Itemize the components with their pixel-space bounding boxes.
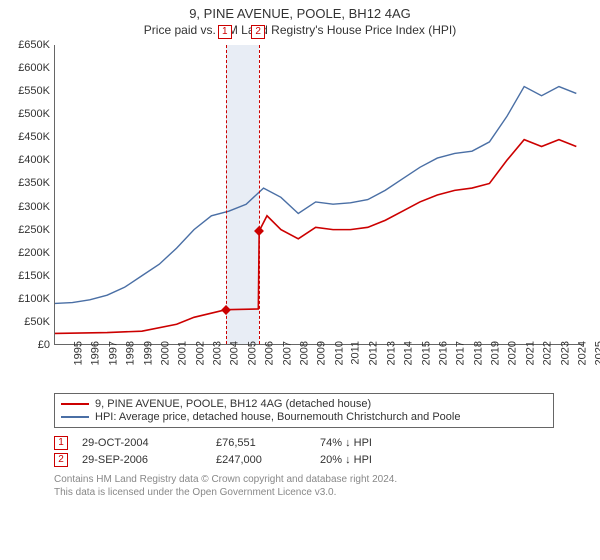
x-axis-label: 2001 — [177, 341, 189, 365]
chart-marker: 1 — [218, 25, 232, 39]
highlight-edge — [259, 45, 260, 344]
chart-marker: 2 — [251, 25, 265, 39]
y-axis-label: £150K — [0, 270, 50, 282]
x-axis-label: 2012 — [368, 341, 380, 365]
x-axis-label: 2017 — [455, 341, 467, 365]
row-date: 29-SEP-2006 — [82, 454, 202, 466]
x-axis-label: 2014 — [403, 341, 415, 365]
row-hpi: 74% ↓ HPI — [320, 437, 430, 449]
row-price: £76,551 — [216, 437, 306, 449]
x-axis-label: 2005 — [246, 341, 258, 365]
x-axis-label: 1998 — [125, 341, 137, 365]
x-axis-label: 2025 — [594, 341, 600, 365]
x-axis-label: 1999 — [142, 341, 154, 365]
x-axis-label: 1995 — [72, 341, 84, 365]
table-row: 1 29-OCT-2004 £76,551 74% ↓ HPI — [54, 436, 554, 450]
table-row: 2 29-SEP-2006 £247,000 20% ↓ HPI — [54, 453, 554, 467]
row-price: £247,000 — [216, 454, 306, 466]
footer-line: Contains HM Land Registry data © Crown c… — [54, 473, 554, 486]
y-axis-label: £400K — [0, 154, 50, 166]
legend-label: 9, PINE AVENUE, POOLE, BH12 4AG (detache… — [95, 398, 371, 410]
x-axis-label: 2024 — [576, 341, 588, 365]
x-axis-label: 2002 — [194, 341, 206, 365]
x-axis-label: 2004 — [229, 341, 241, 365]
y-axis-label: £350K — [0, 177, 50, 189]
x-axis-label: 2011 — [350, 341, 362, 365]
y-axis-label: £250K — [0, 224, 50, 236]
legend-label: HPI: Average price, detached house, Bour… — [95, 411, 460, 423]
y-axis-label: £300K — [0, 201, 50, 213]
row-marker: 1 — [54, 436, 68, 450]
legend-swatch — [61, 416, 89, 418]
chart: £0 £50K £100K £150K £200K £250K £300K £350K £400… — [0, 39, 600, 389]
x-axis-label: 2023 — [559, 341, 571, 365]
plot-area — [54, 45, 584, 345]
x-axis-label: 2010 — [333, 341, 345, 365]
x-axis-label: 2007 — [281, 341, 293, 365]
x-axis-label: 2019 — [490, 341, 502, 365]
y-axis-label: £100K — [0, 293, 50, 305]
y-axis-label: £600K — [0, 62, 50, 74]
footer: Contains HM Land Registry data © Crown c… — [54, 473, 554, 499]
x-axis-label: 2013 — [385, 341, 397, 365]
legend-item: 9, PINE AVENUE, POOLE, BH12 4AG (detache… — [61, 398, 547, 410]
x-axis-label: 2008 — [298, 341, 310, 365]
y-axis-label: £200K — [0, 247, 50, 259]
row-date: 29-OCT-2004 — [82, 437, 202, 449]
page-title: 9, PINE AVENUE, POOLE, BH12 4AG — [0, 6, 600, 21]
x-axis-label: 2015 — [420, 341, 432, 365]
y-axis-label: £450K — [0, 131, 50, 143]
x-axis-label: 2000 — [159, 341, 171, 365]
x-axis-label: 1997 — [107, 341, 119, 365]
series-property — [55, 140, 576, 334]
row-marker: 2 — [54, 453, 68, 467]
y-axis-label: £650K — [0, 39, 50, 51]
series-hpi — [55, 87, 576, 304]
highlight-edge — [226, 45, 227, 344]
page-subtitle: Price paid vs. HM Land Registry's House … — [0, 23, 600, 37]
legend: 9, PINE AVENUE, POOLE, BH12 4AG (detache… — [54, 393, 554, 428]
x-axis-label: 2018 — [472, 341, 484, 365]
x-axis-label: 2006 — [264, 341, 276, 365]
y-axis-label: £500K — [0, 108, 50, 120]
y-axis-label: £50K — [0, 316, 50, 328]
legend-swatch — [61, 403, 89, 405]
x-axis-label: 2022 — [542, 341, 554, 365]
y-axis-label: £550K — [0, 85, 50, 97]
x-axis-label: 2021 — [524, 341, 536, 365]
y-axis-label: £0 — [0, 339, 50, 351]
x-axis-label: 2009 — [316, 341, 328, 365]
row-hpi: 20% ↓ HPI — [320, 454, 430, 466]
footer-line: This data is licensed under the Open Gov… — [54, 486, 554, 499]
x-axis-label: 2003 — [212, 341, 224, 365]
x-axis-label: 1996 — [90, 341, 102, 365]
chart-svg — [55, 45, 584, 344]
title-block: 9, PINE AVENUE, POOLE, BH12 4AG Price pa… — [0, 0, 600, 39]
x-axis-label: 2016 — [437, 341, 449, 365]
x-axis-label: 2020 — [507, 341, 519, 365]
legend-item: HPI: Average price, detached house, Bour… — [61, 411, 547, 423]
transaction-table: 1 29-OCT-2004 £76,551 74% ↓ HPI 2 29-SEP-2006… — [54, 436, 554, 467]
